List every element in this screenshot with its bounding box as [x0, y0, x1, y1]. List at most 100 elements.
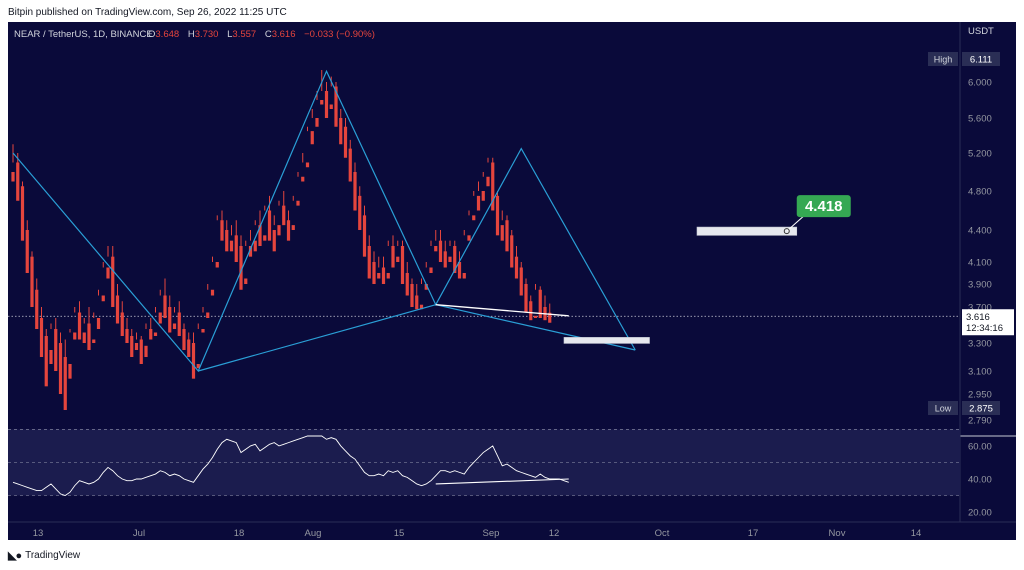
candle-body — [172, 323, 177, 329]
candle-body — [215, 262, 219, 268]
candle-body — [296, 200, 300, 206]
candle-body — [429, 267, 433, 273]
candle-body — [400, 246, 405, 284]
time-tick-label: Nov — [829, 528, 846, 539]
candle-body — [92, 339, 96, 343]
candle-body — [372, 262, 376, 284]
candle-body — [49, 350, 53, 364]
candle-body — [115, 295, 120, 324]
time-tick-label: 15 — [394, 528, 405, 539]
price-tick-label: 5.200 — [968, 149, 992, 160]
rsi-divergence-line — [435, 478, 569, 485]
candle-body — [510, 235, 514, 268]
prz-zone — [563, 337, 650, 344]
candle-body — [239, 246, 243, 290]
candle-body — [443, 251, 447, 268]
countdown-value: 12:34:16 — [966, 323, 1003, 334]
candle-body — [353, 172, 357, 211]
open-label: O — [148, 29, 155, 40]
candle-body — [182, 329, 186, 350]
high-value-box — [962, 52, 1000, 66]
candle-body — [514, 256, 519, 279]
candle-body — [519, 267, 523, 296]
candle-body — [476, 195, 481, 211]
candle-body — [324, 91, 329, 118]
price-divergence-line — [435, 304, 569, 317]
candle-body — [462, 273, 466, 279]
candle-body — [149, 329, 153, 340]
candle-body — [20, 186, 25, 241]
candle-body — [201, 329, 205, 333]
candle-body — [486, 176, 490, 187]
target-anchor — [783, 228, 790, 235]
tradingview-logo-text: TradingView — [25, 550, 81, 561]
candle-body — [272, 230, 276, 252]
candle-body — [54, 329, 58, 371]
time-tick-label: Jul — [133, 528, 145, 539]
candle-body — [267, 210, 272, 241]
price-pane: 4.418 USDT 6.000 5.600 5.200 4.800 4.400 4.100… — [8, 22, 1016, 523]
low-value: 2.875 — [969, 404, 993, 415]
candle-body — [153, 332, 158, 336]
candle-body — [111, 256, 115, 307]
candle-body — [505, 220, 509, 252]
candle-body — [277, 225, 281, 236]
low-tag — [928, 401, 958, 415]
target-zone — [696, 226, 798, 236]
candle-body — [320, 100, 324, 105]
candle-body — [39, 318, 44, 357]
time-tick-label: 13 — [33, 528, 44, 539]
candle-body — [310, 131, 314, 145]
price-tick-label: 5.600 — [968, 114, 992, 125]
rsi-tick-label: 60.00 — [968, 441, 992, 452]
candle-body — [419, 304, 424, 310]
candle-body — [73, 332, 77, 340]
candle-body — [358, 195, 362, 230]
time-tick-label: Oct — [655, 528, 670, 539]
candle-body — [30, 256, 34, 307]
candle-body — [225, 230, 229, 252]
pattern-zigzag — [12, 69, 636, 373]
candle-body — [315, 118, 319, 127]
candle-body — [453, 246, 457, 273]
candle-body — [139, 339, 143, 364]
candle-body — [196, 364, 200, 369]
candle-body — [263, 235, 267, 241]
time-tick-label: Sep — [483, 528, 500, 539]
candle-body — [286, 220, 291, 241]
close-label: C — [265, 29, 272, 40]
price-tick-label: 4.400 — [968, 226, 992, 237]
rsi-tick-label: 20.00 — [968, 508, 992, 519]
low-label: Low — [935, 404, 952, 414]
rsi-tick-label: 40.00 — [968, 475, 992, 486]
high-tag — [928, 52, 958, 66]
ohlc-readout: O3.648 H3.730 L3.557 C3.616 −0.033 (−0.9… — [148, 29, 375, 40]
candle-body — [472, 215, 476, 221]
low-value-box — [962, 401, 1000, 415]
price-tick-label: 3.100 — [968, 367, 992, 378]
candle-body — [434, 246, 438, 252]
target-label-box — [796, 195, 851, 218]
candle-body — [96, 318, 101, 329]
candle-body — [134, 343, 139, 350]
time-tick-label: 17 — [748, 528, 759, 539]
candle-body — [106, 267, 110, 279]
time-tick-label: 14 — [911, 528, 922, 539]
price-tick-label: 2.950 — [968, 390, 992, 401]
candle-body — [248, 246, 253, 257]
price-tick-label: 4.800 — [968, 187, 992, 198]
price-tick-label: 6.000 — [968, 78, 992, 89]
candle-body — [529, 301, 533, 321]
open-value: 3.648 — [155, 29, 179, 40]
time-tick-label: Aug — [305, 528, 322, 539]
tradingview-branding[interactable]: ◣● TradingView — [8, 549, 80, 562]
price-tick-label: 3.700 — [968, 303, 992, 314]
rsi-line — [12, 435, 569, 497]
candle-body — [163, 295, 167, 318]
trading-chart[interactable]: 4.418 USDT 6.000 5.600 5.200 4.800 4.400 4.100… — [8, 22, 1016, 540]
candle-body — [191, 343, 196, 379]
candle-body — [481, 191, 485, 201]
candle-body — [11, 172, 15, 182]
time-tick-label: 12 — [549, 528, 560, 539]
candle-body — [367, 246, 371, 279]
